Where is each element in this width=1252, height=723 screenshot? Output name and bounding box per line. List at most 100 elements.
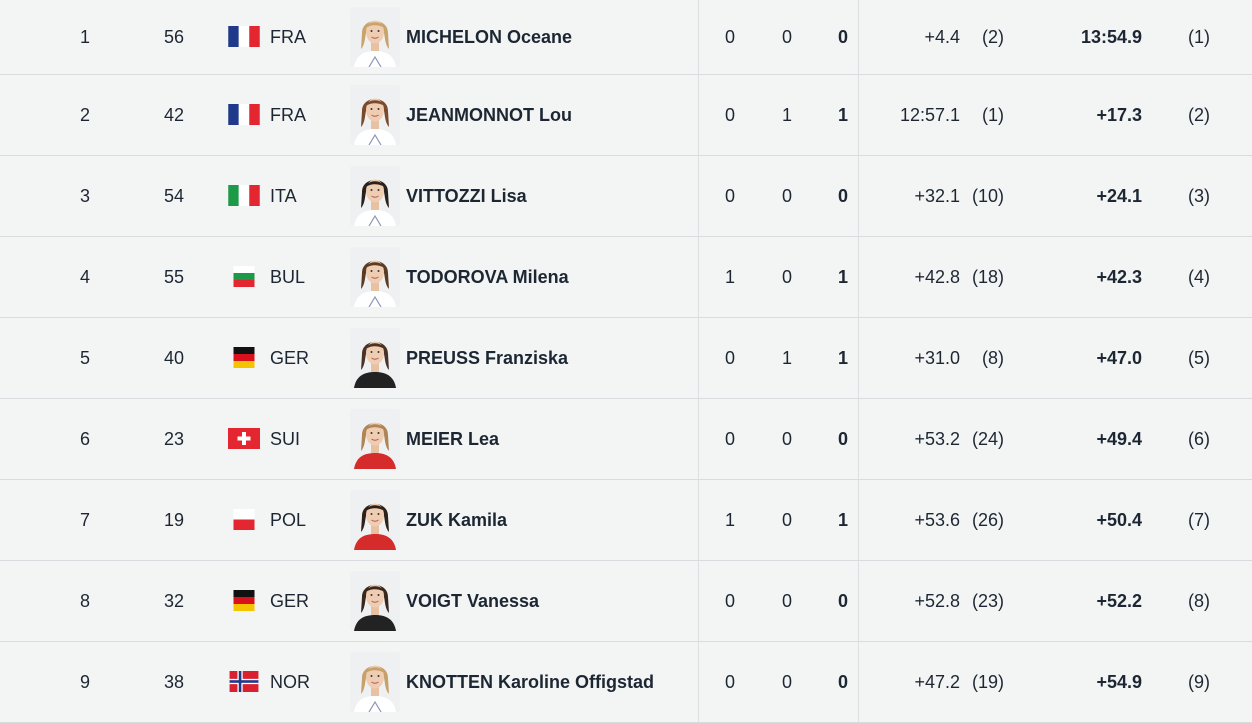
athlete-name-link[interactable]: KNOTTEN Karoline Offigstad xyxy=(406,671,655,692)
shooting-1-cell: 0 xyxy=(724,185,735,206)
shooting-1-cell: 0 xyxy=(724,26,735,47)
result-cell: +50.4 xyxy=(1096,509,1142,530)
course-rank-cell: (26) xyxy=(971,509,1004,530)
shooting-total-cell: 0 xyxy=(837,185,848,206)
athlete-photo xyxy=(350,490,400,550)
bib-cell: 32 xyxy=(163,590,184,611)
course-time-cell: 12:57.1 xyxy=(899,104,960,125)
result-cell: +47.0 xyxy=(1096,347,1142,368)
table-row[interactable]: 9 38 NOR KNOTTEN Karoline Offigstad 0 0 0 +47.2… xyxy=(0,642,1252,723)
course-time-cell: +52.8 xyxy=(914,590,960,611)
column-divider xyxy=(698,399,699,479)
column-divider xyxy=(858,561,859,641)
nation-cell: NOR xyxy=(270,671,310,692)
rank-cell: 2 xyxy=(79,104,90,125)
flag-nor-icon xyxy=(228,671,260,692)
column-divider xyxy=(698,156,699,236)
table-row[interactable]: 5 40 GER PREUSS Franziska 0 1 1 +31.0 (8) +47.0 (5… xyxy=(0,318,1252,399)
athlete-name-link[interactable]: JEANMONNOT Lou xyxy=(406,104,572,125)
result-cell: +54.9 xyxy=(1096,671,1142,692)
bib-cell: 40 xyxy=(163,347,184,368)
shooting-1-cell: 0 xyxy=(724,671,735,692)
athlete-photo xyxy=(350,328,400,388)
shooting-total-cell: 1 xyxy=(837,509,848,530)
nation-cell: GER xyxy=(270,347,310,368)
athlete-name-link[interactable]: TODOROVA Milena xyxy=(406,266,569,287)
athlete-photo xyxy=(350,247,400,307)
athlete-name-link[interactable]: ZUK Kamila xyxy=(406,509,508,530)
athlete-photo xyxy=(350,7,400,67)
table-row[interactable]: 4 55 BUL TODOROVA Milena 1 0 1 +42.8 (18) +42.3 (4… xyxy=(0,237,1252,318)
course-rank-cell: (1) xyxy=(982,104,1004,125)
shooting-1-cell: 0 xyxy=(724,104,735,125)
table-row[interactable]: 6 23 SUI MEIER Lea 0 0 0 +53.2 (24) +49.4 (6) xyxy=(0,399,1252,480)
athlete-name-link[interactable]: MICHELON Oceane xyxy=(406,26,573,47)
athlete-name-link[interactable]: PREUSS Franziska xyxy=(406,347,569,368)
column-divider xyxy=(858,399,859,479)
shooting-1-cell: 1 xyxy=(724,509,735,530)
table-row[interactable]: 3 54 ITA VITTOZZI Lisa 0 0 0 +32.1 (10) +24.1 (3) xyxy=(0,156,1252,237)
rank-cell: 1 xyxy=(79,26,90,47)
column-divider xyxy=(698,318,699,398)
result-rank-cell: (6) xyxy=(1188,428,1210,449)
shooting-total-cell: 1 xyxy=(837,104,848,125)
column-divider xyxy=(698,480,699,560)
course-rank-cell: (8) xyxy=(982,347,1004,368)
athlete-photo xyxy=(350,652,400,712)
column-divider xyxy=(858,480,859,560)
flag-ita-icon xyxy=(228,185,260,206)
shooting-2-cell: 0 xyxy=(781,428,792,449)
rank-cell: 3 xyxy=(79,185,90,206)
shooting-2-cell: 0 xyxy=(781,509,792,530)
course-time-cell: +42.8 xyxy=(914,266,960,287)
flag-ger-icon xyxy=(228,347,260,368)
column-divider xyxy=(858,156,859,236)
athlete-name-link[interactable]: VOIGT Vanessa xyxy=(406,590,540,611)
nation-cell: BUL xyxy=(270,266,306,287)
bib-cell: 56 xyxy=(163,26,184,47)
flag-fra-icon xyxy=(228,26,260,47)
result-rank-cell: (2) xyxy=(1188,104,1210,125)
shooting-2-cell: 1 xyxy=(781,347,792,368)
athlete-photo xyxy=(350,85,400,145)
shooting-2-cell: 0 xyxy=(781,266,792,287)
shooting-total-cell: 1 xyxy=(837,266,848,287)
bib-cell: 42 xyxy=(163,104,184,125)
bib-cell: 38 xyxy=(163,671,184,692)
shooting-1-cell: 1 xyxy=(724,266,735,287)
rank-cell: 9 xyxy=(79,671,90,692)
course-time-cell: +31.0 xyxy=(914,347,960,368)
result-rank-cell: (1) xyxy=(1188,26,1210,47)
nation-cell: FRA xyxy=(270,104,306,125)
athlete-photo xyxy=(350,571,400,631)
shooting-total-cell: 1 xyxy=(837,347,848,368)
nation-cell: FRA xyxy=(270,26,306,47)
column-divider xyxy=(698,237,699,317)
column-divider xyxy=(698,0,699,74)
athlete-photo xyxy=(350,409,400,469)
shooting-2-cell: 1 xyxy=(781,104,792,125)
rank-cell: 6 xyxy=(79,428,90,449)
table-row[interactable]: 8 32 GER VOIGT Vanessa 0 0 0 +52.8 (23) +52.2 (8) xyxy=(0,561,1252,642)
athlete-name-link[interactable]: MEIER Lea xyxy=(406,428,500,449)
shooting-2-cell: 0 xyxy=(781,671,792,692)
nation-cell: GER xyxy=(270,590,310,611)
table-row[interactable]: 2 42 FRA JEANMONNOT Lou 0 1 1 12:57.1 (1) +17.3 (2… xyxy=(0,75,1252,156)
course-rank-cell: (24) xyxy=(971,428,1004,449)
bib-cell: 54 xyxy=(163,185,184,206)
column-divider xyxy=(858,0,859,74)
table-row[interactable]: 1 56 FRA MICHELON Oceane 0 0 0 +4.4 (2) 13:54.9 (1… xyxy=(0,0,1252,75)
rank-cell: 5 xyxy=(79,347,90,368)
column-divider xyxy=(858,318,859,398)
flag-pol-icon xyxy=(228,509,260,530)
result-cell: +17.3 xyxy=(1096,104,1142,125)
result-rank-cell: (3) xyxy=(1188,185,1210,206)
table-row[interactable]: 7 19 POL ZUK Kamila 1 0 1 +53.6 (26) +50.4 (7) xyxy=(0,480,1252,561)
flag-bul-icon xyxy=(228,266,260,287)
shooting-1-cell: 0 xyxy=(724,347,735,368)
result-rank-cell: (9) xyxy=(1188,671,1210,692)
flag-fra-icon xyxy=(228,104,260,125)
result-rank-cell: (5) xyxy=(1188,347,1210,368)
course-rank-cell: (18) xyxy=(971,266,1004,287)
athlete-name-link[interactable]: VITTOZZI Lisa xyxy=(406,185,527,206)
